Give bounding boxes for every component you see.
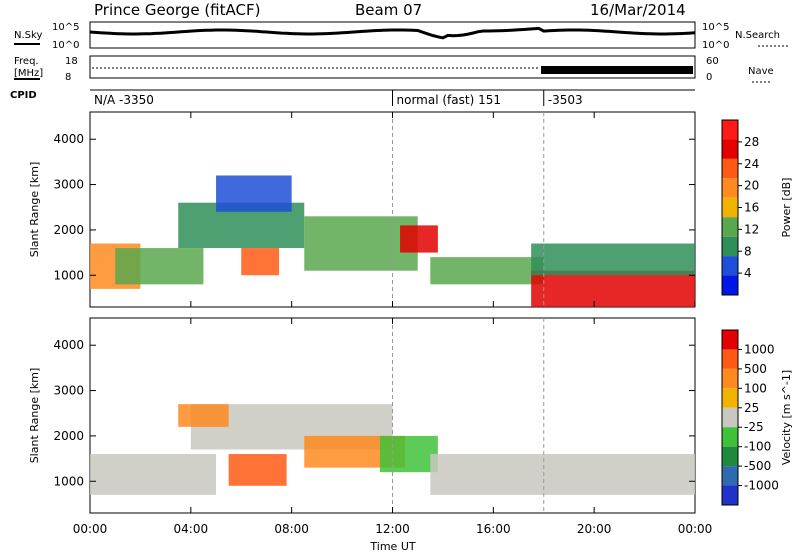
power-colorbar: 4 8 12 16 20 24 28 Power [dB] [721, 119, 793, 296]
colorbar-swatch [722, 217, 738, 237]
colorbar-tick-label: 25 [744, 401, 759, 415]
colorbar-swatch [722, 466, 738, 486]
x-tick-label: 20:00 [577, 522, 612, 536]
nsearch-label: N.Search [735, 30, 780, 41]
colorbar-tick-label: 8 [744, 244, 752, 258]
freq-solid-block [541, 66, 693, 74]
nave-tick-top: 60 [706, 56, 719, 67]
colorbar-label: Power [dB] [780, 178, 793, 238]
colorbar-swatch [722, 368, 738, 389]
colorbar-tick-label: 500 [744, 362, 767, 376]
date-title: 16/Mar/2014 [590, 1, 686, 19]
x-tick-label: 04:00 [174, 522, 209, 536]
noise-strip-frame [89, 21, 696, 49]
colorbar-swatch [722, 120, 738, 140]
colorbar-tick-label: 28 [744, 135, 759, 149]
colorbar-swatch [722, 330, 738, 350]
heatmap-region [90, 454, 217, 495]
colorbar-swatch [722, 388, 738, 408]
y-axis-label: Slant Range [km] [28, 162, 41, 258]
heatmap-region [430, 257, 544, 285]
station-title: Prince George (fitACF) [94, 1, 260, 19]
y-tick-label: 4000 [53, 132, 84, 146]
x-tick-label: 00:00 [73, 522, 108, 536]
heatmap-region [531, 243, 695, 276]
beam-title: Beam 07 [355, 1, 422, 19]
colorbar-tick-label: 24 [744, 157, 759, 171]
noise-right-tick-top: 10^5 [702, 22, 729, 33]
heatmap-region [379, 435, 438, 473]
y-tick-label: 1000 [53, 474, 84, 488]
colorbar-tick-label: 20 [744, 179, 759, 193]
nave-label: Nave [748, 66, 774, 77]
freq-label: Freq. [14, 56, 39, 67]
freq-tick-top: 18 [65, 56, 78, 67]
y-tick-label: 3000 [53, 178, 84, 192]
colorbar-tick-label: 16 [744, 201, 759, 215]
y-axis-label: Slant Range [km] [28, 368, 41, 464]
colorbar-swatch [722, 446, 738, 467]
y-tick-label: 2000 [53, 429, 84, 443]
x-tick-label: 00:00 [678, 522, 713, 536]
colorbar-swatch [722, 427, 738, 447]
colorbar-swatch [722, 178, 738, 198]
colorbar-tick-label: -25 [744, 420, 764, 434]
noise-sky-line [89, 26, 696, 40]
nsky-label: N.Sky [14, 30, 42, 41]
y-tick-label: 1000 [53, 268, 84, 282]
heatmap-region [400, 225, 438, 253]
colorbar-swatch [722, 275, 738, 295]
heatmap-region [241, 248, 280, 276]
x-tick-label: 16:00 [476, 522, 511, 536]
colorbar-tick-label: 1000 [744, 342, 775, 356]
colorbar-swatch [722, 197, 738, 218]
heatmap-region [216, 175, 292, 212]
x-tick-labels: 00:00 04:00 08:00 12:00 16:00 20:00 00:00 [73, 522, 713, 536]
colorbar-tick-label: -1000 [744, 479, 779, 493]
x-tick-label: 12:00 [375, 522, 410, 536]
power-panel: 1000 2000 3000 4000 Slant Range [km] [28, 111, 696, 308]
colorbar-tick-label: -100 [744, 440, 771, 454]
colorbar-tick-label: -500 [744, 459, 771, 473]
y-tick-label: 3000 [53, 384, 84, 398]
freq-strip-frame [89, 55, 696, 79]
noise-right-tick-bottom: 10^0 [702, 40, 729, 51]
x-axis-label: Time UT [369, 540, 415, 553]
colorbar-swatch [722, 349, 738, 369]
cpid-label-1: normal (fast) 151 [397, 93, 501, 107]
colorbar-swatch [722, 485, 738, 505]
colorbar-swatch [722, 407, 738, 428]
colorbar-frame [721, 329, 739, 506]
cpid-labels: N/A -3350 normal (fast) 151 -3503 [94, 90, 583, 107]
colorbar-tick-label: 12 [744, 222, 759, 236]
noise-tick-top: 10^5 [52, 22, 79, 33]
colorbar-swatch [722, 236, 738, 257]
noise-tick-bottom: 10^0 [52, 40, 79, 51]
cpid-label-2: -3503 [548, 93, 583, 107]
heatmap-region [178, 404, 229, 427]
colorbar-tick-label: 100 [744, 381, 767, 395]
freq-tick-bottom: 8 [65, 72, 71, 83]
heatmap-region [430, 454, 695, 495]
heatmap-region [115, 248, 204, 285]
y-tick-label: 2000 [53, 223, 84, 237]
y-tick-label: 4000 [53, 338, 84, 352]
colorbar-swatch [722, 139, 738, 159]
nave-tick-bottom: 0 [706, 72, 712, 83]
heatmap-region [531, 270, 695, 307]
cpid-label-0: N/A -3350 [94, 93, 154, 107]
velocity-panel: 1000 2000 3000 4000 Slant Range [km] [28, 317, 696, 514]
freq-unit-label: [MHz] [14, 68, 43, 79]
colorbar-swatch [722, 158, 738, 179]
heatmap-region [228, 454, 287, 486]
heatmap-region [304, 216, 418, 271]
colorbar-label: Velocity [m s^-1] [780, 370, 793, 465]
colorbar-swatch [722, 256, 738, 276]
cpid-label: CPID [10, 90, 37, 101]
velocity-colorbar: 1000 500 100 25 -25 -100 -500 -1000 Velocity [m … [721, 329, 793, 506]
colorbar-tick-label: 4 [744, 266, 752, 280]
x-tick-label: 08:00 [274, 522, 309, 536]
